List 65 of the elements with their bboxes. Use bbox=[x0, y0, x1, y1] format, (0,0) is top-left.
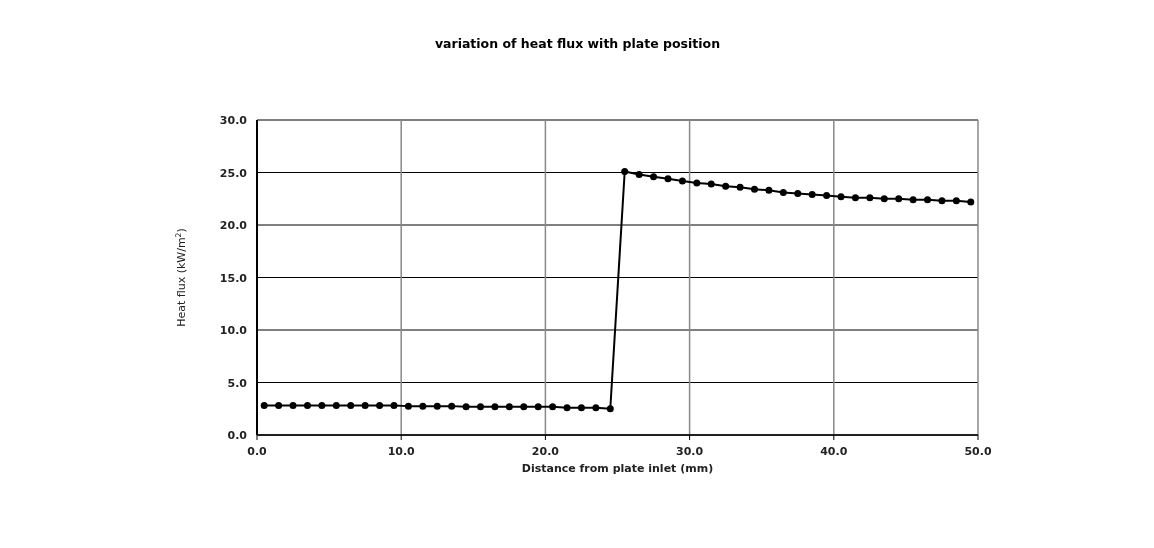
point bbox=[419, 402, 427, 410]
point bbox=[736, 183, 744, 191]
point bbox=[404, 402, 412, 410]
point bbox=[650, 173, 658, 181]
point bbox=[707, 180, 715, 188]
point bbox=[880, 195, 888, 203]
y-tick-label: 15.0 bbox=[219, 271, 248, 285]
point bbox=[967, 198, 975, 206]
point bbox=[390, 402, 398, 410]
x-tick-label: 50.0 bbox=[964, 445, 992, 458]
point bbox=[823, 192, 831, 200]
point bbox=[952, 197, 960, 205]
point bbox=[592, 404, 600, 412]
y-tick-label: 25.0 bbox=[219, 166, 248, 180]
point bbox=[563, 404, 571, 412]
x-tick-label: 30.0 bbox=[676, 445, 704, 458]
point bbox=[477, 403, 485, 411]
point bbox=[534, 403, 542, 411]
point bbox=[520, 403, 528, 411]
point bbox=[765, 186, 773, 194]
point bbox=[376, 402, 384, 410]
point bbox=[851, 194, 859, 202]
point bbox=[750, 185, 758, 193]
point bbox=[275, 402, 283, 410]
point bbox=[621, 167, 629, 175]
y-tick-label: 20.0 bbox=[219, 219, 248, 232]
point bbox=[361, 402, 369, 410]
point bbox=[909, 196, 917, 204]
point bbox=[693, 179, 701, 187]
point bbox=[347, 402, 355, 410]
x-tick-label: 10.0 bbox=[387, 445, 416, 458]
point bbox=[289, 402, 297, 410]
y-tick-label: 0.0 bbox=[227, 429, 248, 442]
point bbox=[606, 405, 614, 413]
point bbox=[462, 403, 470, 411]
point bbox=[678, 177, 686, 185]
point bbox=[722, 182, 730, 190]
point bbox=[491, 403, 499, 411]
point bbox=[866, 194, 874, 202]
y-tick-label: 30.0 bbox=[219, 114, 248, 127]
point bbox=[433, 402, 441, 410]
point bbox=[549, 403, 557, 411]
point bbox=[779, 188, 787, 196]
point bbox=[895, 195, 903, 203]
point bbox=[664, 175, 672, 183]
point bbox=[448, 402, 456, 410]
point bbox=[837, 193, 845, 201]
x-axis-title: Distance from plate inlet (mm) bbox=[521, 462, 714, 475]
point bbox=[332, 402, 340, 410]
point bbox=[260, 402, 268, 410]
point bbox=[635, 171, 643, 179]
point bbox=[577, 404, 585, 412]
x-tick-label: 0.0 bbox=[247, 445, 268, 458]
y-tick-label: 5.0 bbox=[227, 376, 248, 390]
y-tick-label: 10.0 bbox=[219, 324, 248, 337]
x-tick-label: 40.0 bbox=[820, 445, 848, 458]
point bbox=[808, 191, 816, 199]
point bbox=[318, 402, 326, 410]
point bbox=[303, 402, 311, 410]
x-tick-label: 20.0 bbox=[531, 445, 560, 458]
point bbox=[505, 403, 513, 411]
point bbox=[794, 190, 802, 197]
point bbox=[938, 197, 946, 205]
chart-title: variation of heat flux with plate position bbox=[434, 36, 721, 51]
point bbox=[924, 196, 932, 204]
